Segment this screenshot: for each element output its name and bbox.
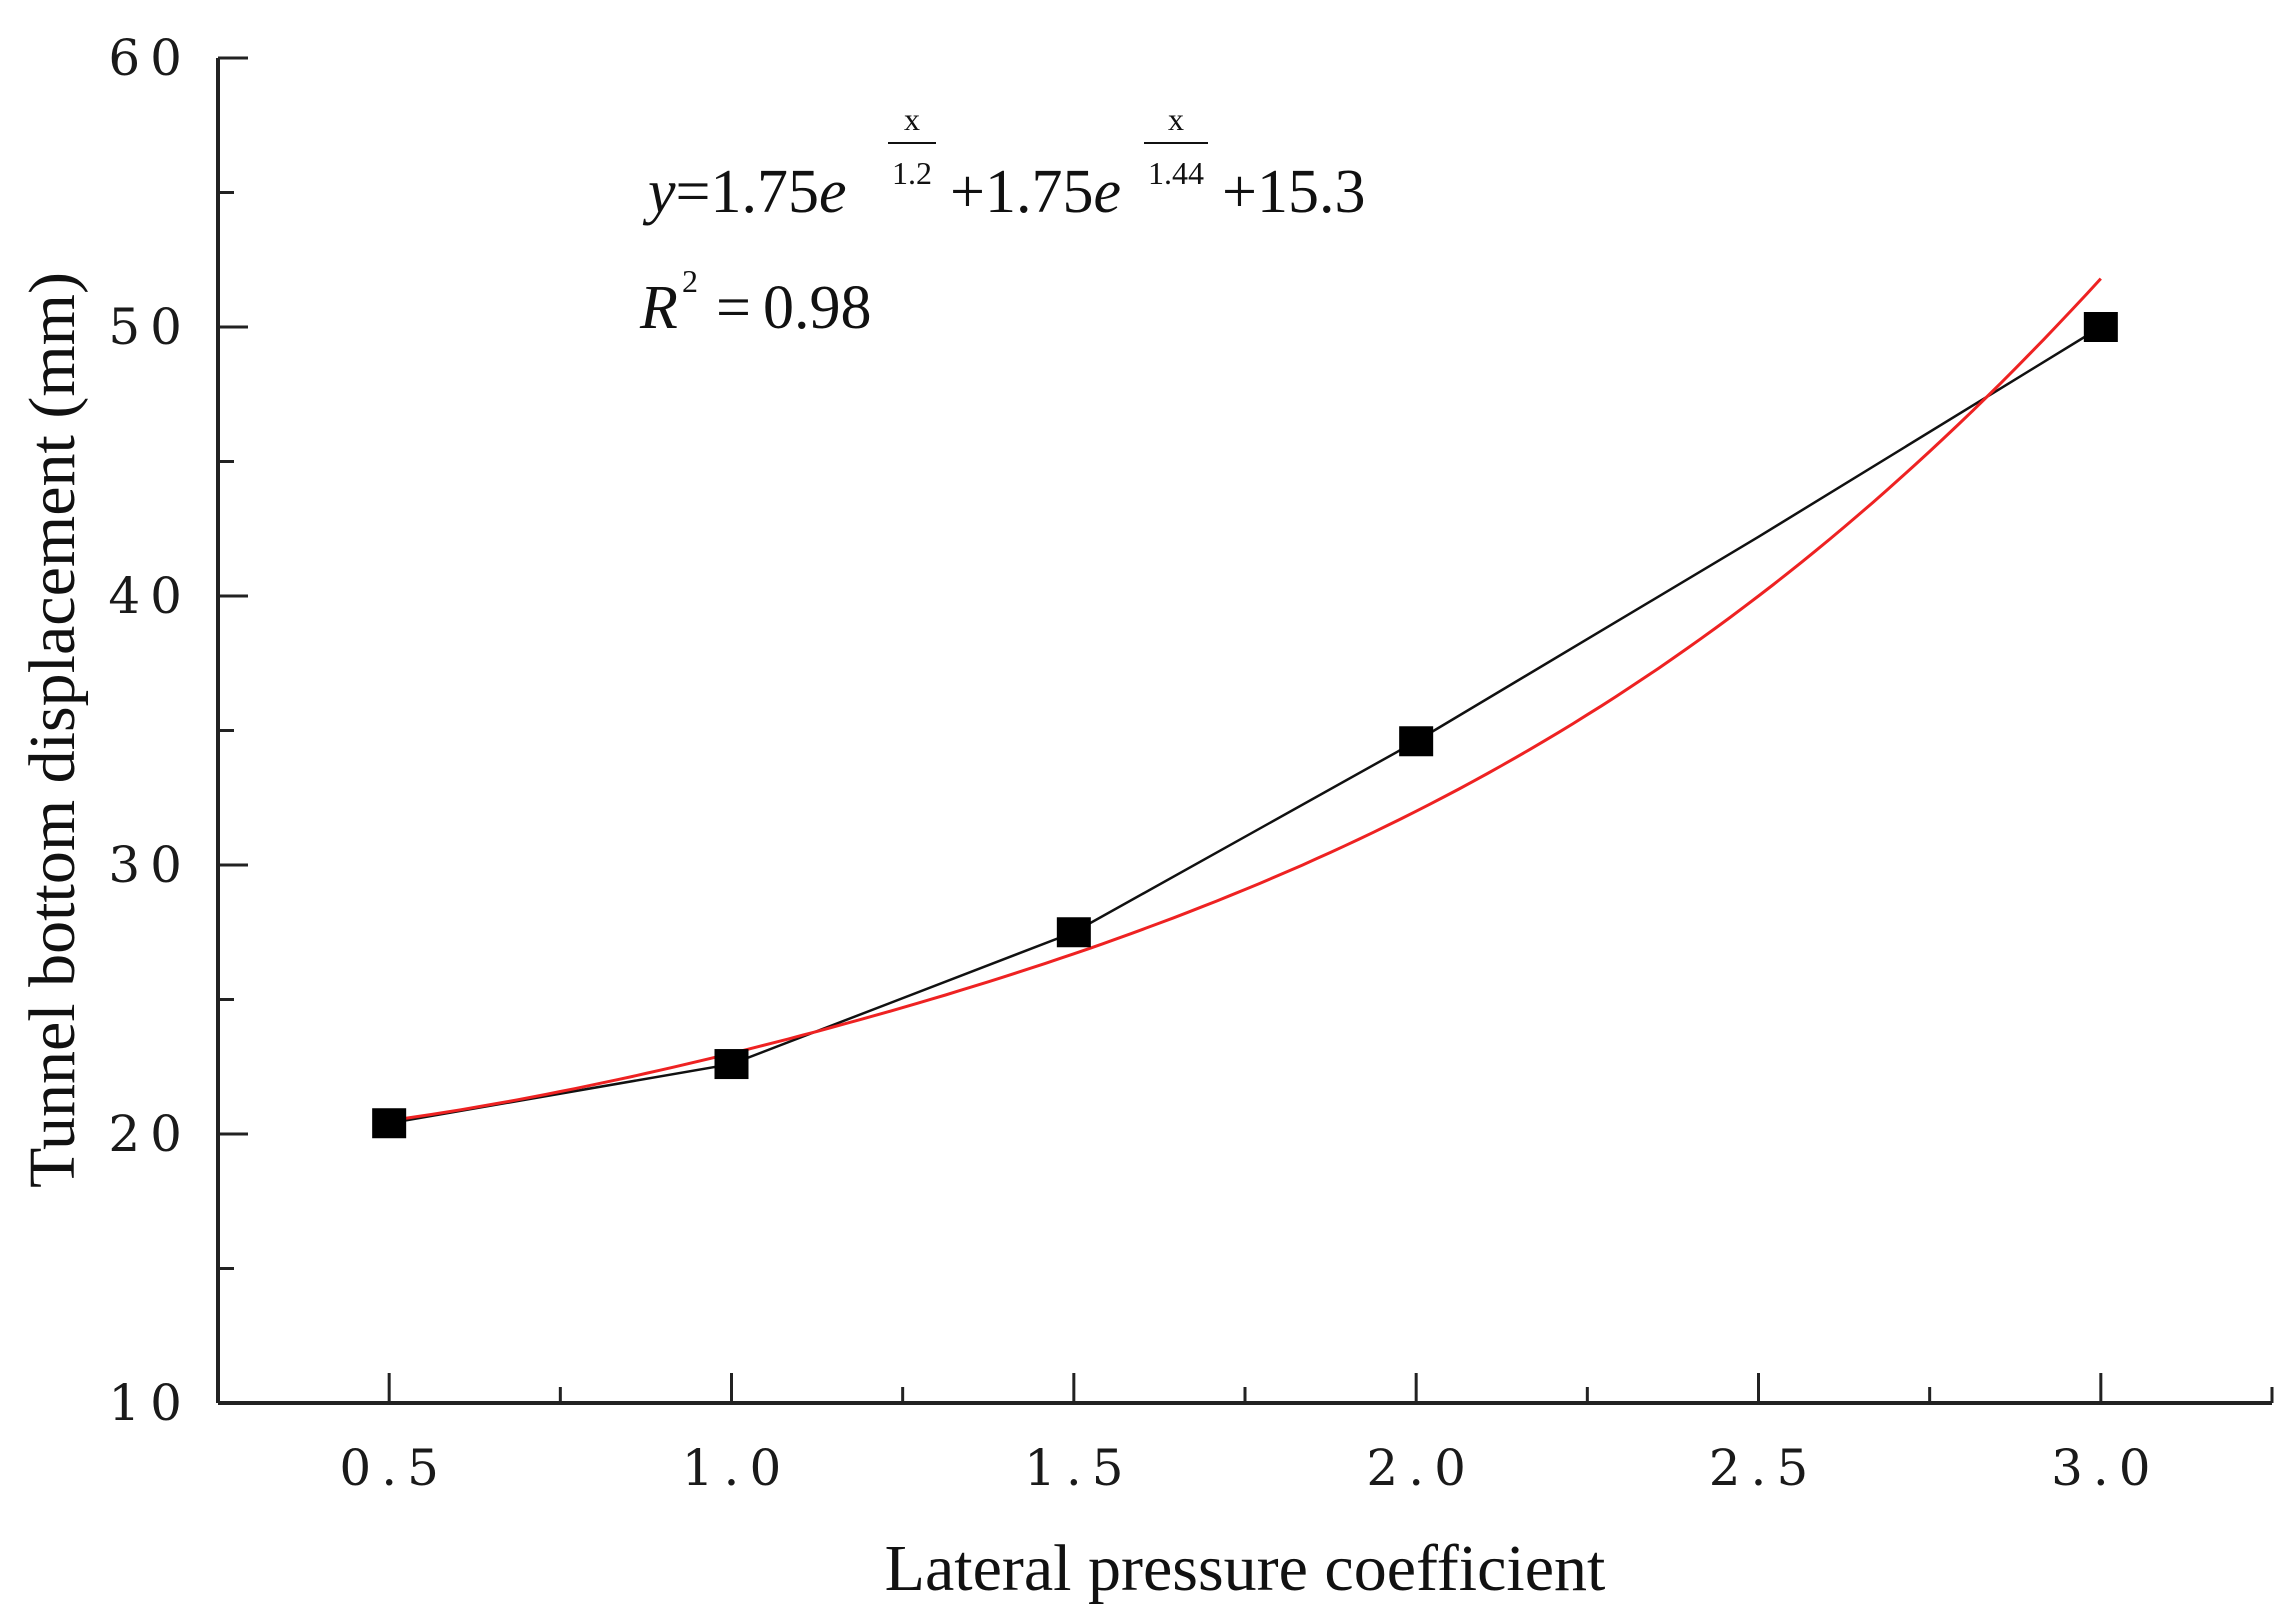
x-tick-label: 1.0 (682, 1439, 792, 1497)
fit-curve-line (389, 277, 2102, 1122)
y-tick-label: 50 (108, 298, 192, 356)
eq-plus2: + (1222, 158, 1257, 226)
measured-markers (372, 312, 2118, 1139)
eq-plus1: + (950, 158, 985, 226)
tick-labels: 10 20 30 40 50 60 0.5 1.0 1.5 2.0 2.5 3.0 (108, 29, 2161, 1497)
measured-point (1399, 726, 1434, 757)
r2-value: 0.98 (763, 274, 872, 342)
eq-equals: = (676, 158, 711, 226)
measured-series-line (388, 325, 2102, 1125)
x-tick-label: 3.0 (2051, 1439, 2161, 1497)
measured-point (2083, 312, 2118, 342)
svg-text:+15.3: +15.3 (1222, 158, 1365, 226)
eq-exp2-den: 1.44 (1148, 155, 1204, 191)
svg-text:y=1.75e: y=1.75e (642, 158, 847, 226)
ticks (216, 56, 2274, 1405)
x-tick-label: 2.5 (1709, 1439, 1819, 1497)
measured-point (714, 1049, 749, 1080)
y-tick-label: 40 (108, 567, 192, 625)
r2-equals: = (716, 274, 751, 342)
measured-point (1056, 917, 1091, 948)
y-tick-label: 60 (108, 29, 192, 87)
eq-constant: 15.3 (1257, 158, 1366, 226)
eq-exp1-num: x (904, 101, 920, 137)
eq-e1: e (819, 158, 847, 226)
y-tick-label: 30 (108, 836, 192, 894)
r2-exponent: 2 (682, 263, 698, 299)
eq-exp2-num: x (1168, 101, 1184, 137)
eq-coef2: 1.75 (985, 158, 1094, 226)
eq-y-symbol: y (642, 158, 676, 226)
y-tick-label: 20 (108, 1105, 192, 1163)
x-axis-title: Lateral pressure coefficient (885, 1532, 1606, 1605)
svg-text:=0.98: = 0.98 (716, 274, 871, 342)
y-axis-title: Tunnel bottom displacement (mm) (16, 272, 89, 1188)
eq-coef1: 1.75 (711, 158, 820, 226)
measured-point (372, 1108, 407, 1139)
x-tick-label: 2.0 (1366, 1439, 1476, 1497)
equation-annotation: y=1.75e x 1.2 +1.75e x 1.44 +15.3 R 2 = 0… (639, 101, 1365, 342)
y-tick-label: 10 (108, 1374, 192, 1432)
eq-exp1-den: 1.2 (892, 155, 932, 191)
x-tick-label: 1.5 (1024, 1439, 1134, 1497)
x-tick-label: 0.5 (339, 1439, 449, 1497)
r2-symbol: R (639, 274, 678, 342)
eq-e2: e (1093, 158, 1121, 226)
svg-text:+1.75e: +1.75e (950, 158, 1121, 226)
